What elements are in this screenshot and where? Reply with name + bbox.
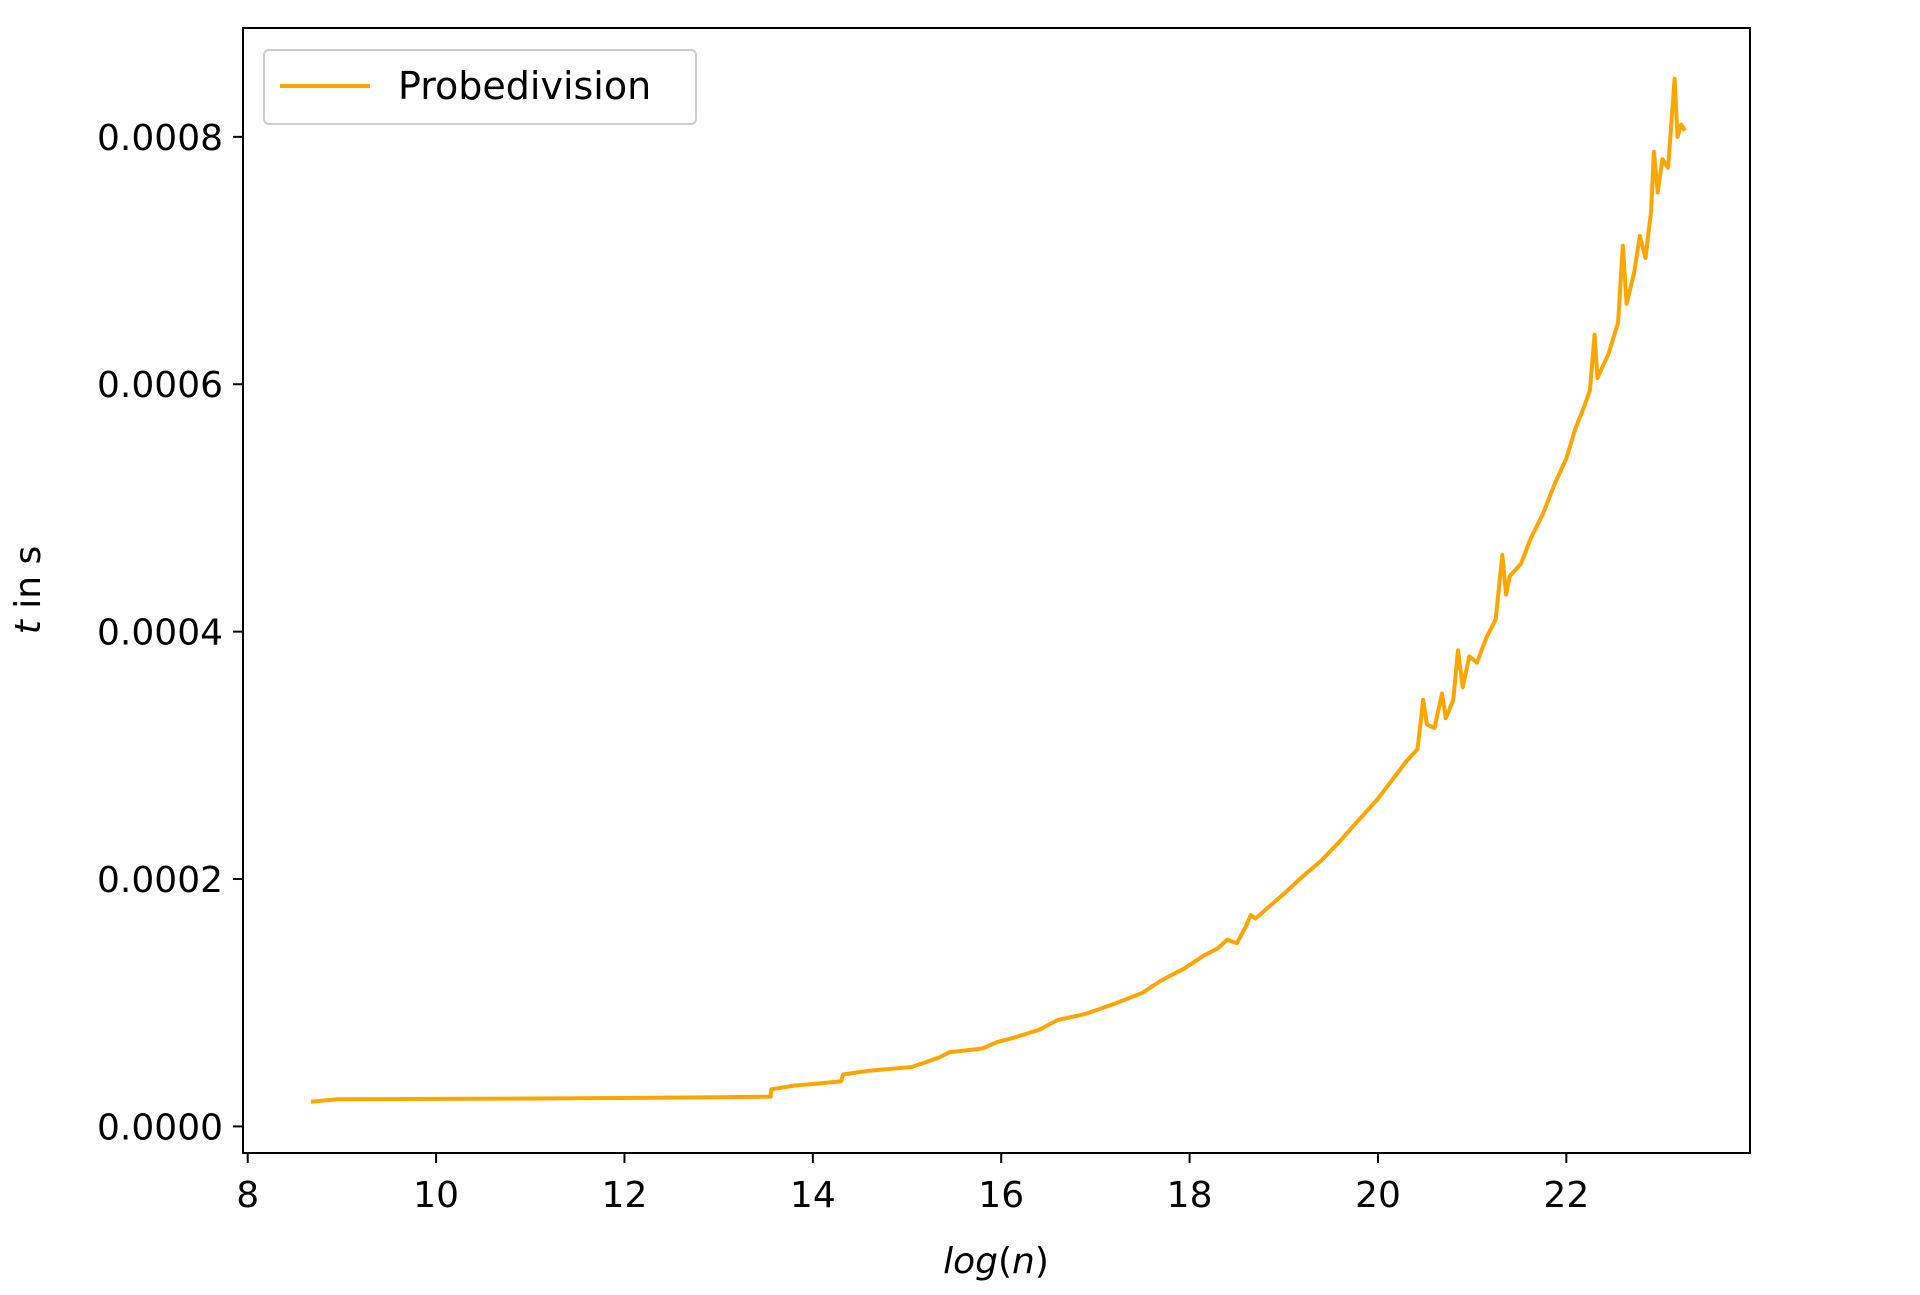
y-tick-label: 0.0002 — [97, 860, 223, 901]
x-tick-label: 16 — [978, 1175, 1024, 1216]
legend-label-probedivision: Probedivision — [398, 64, 651, 108]
x-tick-label: 8 — [236, 1175, 259, 1216]
x-tick-label: 10 — [413, 1175, 459, 1216]
y-axis-label: t in s — [8, 546, 49, 635]
plot-frame — [242, 27, 1751, 1154]
x-axis-ticks: 8 10 12 14 16 18 20 22 — [236, 1153, 1589, 1216]
x-tick-label: 18 — [1167, 1175, 1213, 1216]
x-tick-label: 22 — [1543, 1175, 1589, 1216]
y-tick-label: 0.0008 — [97, 118, 223, 159]
series-layer — [310, 76, 1687, 1104]
x-tick-label: 12 — [602, 1175, 648, 1216]
x-axis-label: log(n) — [943, 1241, 1049, 1282]
plot-area — [243, 28, 1750, 1153]
y-axis-ticks: 0.0000 0.0002 0.0004 0.0006 0.0008 — [97, 118, 243, 1148]
x-tick-label: 20 — [1355, 1175, 1401, 1216]
legend-box — [263, 49, 697, 125]
y-tick-label: 0.0000 — [97, 1107, 223, 1148]
x-tick-label: 14 — [790, 1175, 836, 1216]
y-tick-label: 0.0004 — [97, 613, 223, 654]
legend: Probedivision — [263, 49, 697, 125]
y-tick-label: 0.0006 — [97, 365, 223, 406]
series-line-probedivision — [310, 76, 1687, 1104]
